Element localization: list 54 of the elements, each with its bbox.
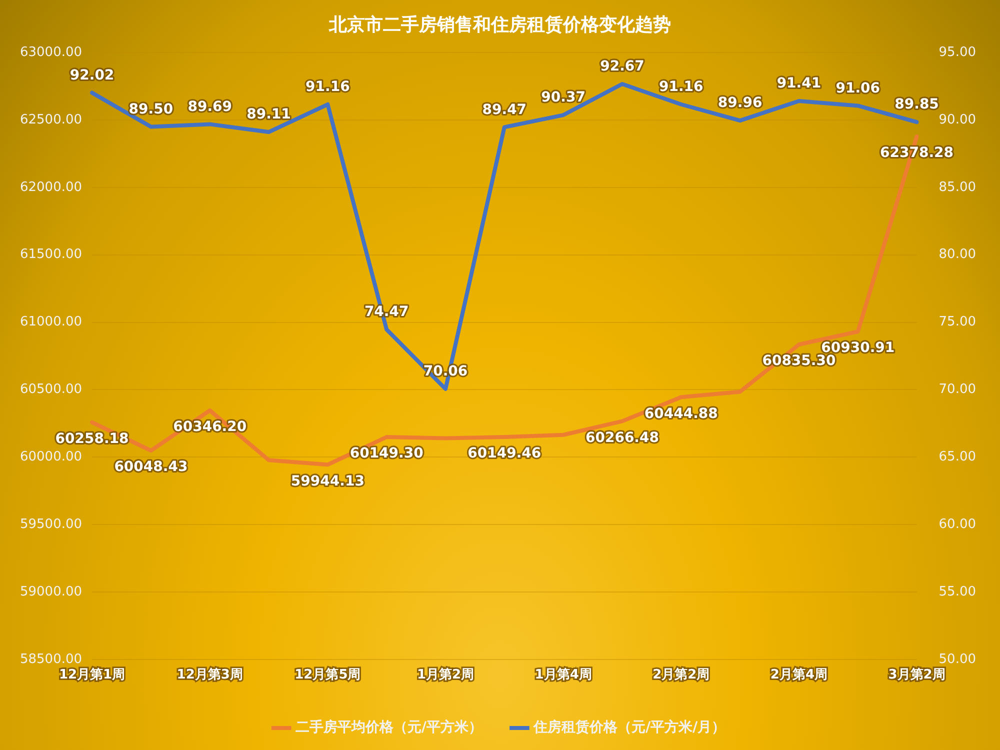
x-tick-label: 3月第2周 [888, 668, 946, 683]
data-label: 90.37 [541, 90, 586, 106]
data-label: 60835.30 [762, 353, 836, 370]
data-label: 60048.43 [114, 459, 188, 476]
data-label: 92.67 [600, 58, 644, 75]
x-tick-label: 1月第4周 [534, 668, 592, 683]
data-label: 89.47 [482, 102, 527, 118]
y2-tick-label: 70.00 [938, 382, 976, 398]
y2-tick-label: 75.00 [938, 314, 976, 330]
y2-tick-label: 80.00 [938, 247, 976, 262]
data-label: 91.16 [658, 79, 704, 96]
y2-tick-label: 95.00 [938, 44, 976, 60]
y2-tick-label: 65.00 [938, 450, 976, 465]
x-tick-label: 12月第1周 [58, 668, 126, 683]
x-tick-label: 2月第2周 [652, 668, 710, 683]
data-label: 91.41 [776, 76, 822, 92]
data-label: 60444.88 [644, 406, 718, 422]
data-label: 60149.30 [350, 446, 424, 462]
chart-title: 北京市二手房销售和住房租赁价格变化趋势 [328, 14, 671, 36]
y-tick-label: 62000.00 [20, 180, 82, 195]
data-label: 91.06 [836, 80, 880, 96]
data-label: 89.85 [894, 96, 939, 113]
data-label: 91.16 [306, 79, 350, 96]
y-tick-label: 63000.00 [20, 44, 82, 60]
x-tick-label: 1月第2周 [416, 668, 474, 683]
y-tick-label: 60000.00 [20, 450, 82, 465]
y-tick-label: 60500.00 [20, 382, 82, 398]
y-tick-label: 59500.00 [20, 516, 82, 532]
data-label: 59944.13 [290, 473, 364, 490]
data-label: 89.50 [128, 101, 174, 118]
legend-label: 二手房平均价格（元/平方米） [295, 718, 482, 736]
x-tick-label: 12月第5周 [294, 668, 361, 683]
y-tick-label: 62500.00 [20, 112, 82, 128]
data-label: 62378.28 [880, 145, 954, 162]
y2-tick-label: 60.00 [938, 516, 976, 532]
data-label: 60258.18 [55, 430, 129, 447]
data-label: 60266.48 [585, 430, 659, 446]
y-tick-label: 61500.00 [20, 247, 82, 262]
data-label: 89.96 [718, 95, 762, 112]
x-tick-label: 12月第3周 [176, 668, 243, 683]
y2-tick-label: 90.00 [938, 112, 976, 128]
legend-label: 住房租赁价格（元/平方米/月） [532, 718, 726, 736]
x-tick-label: 2月第4周 [770, 668, 828, 683]
data-label: 89.11 [246, 106, 291, 123]
y2-tick-label: 55.00 [938, 584, 976, 600]
data-label: 60149.46 [468, 446, 542, 462]
y-tick-label: 59000.00 [20, 584, 82, 600]
data-label: 92.02 [70, 67, 114, 84]
data-label: 60346.20 [173, 419, 247, 436]
y-tick-label: 58500.00 [20, 652, 82, 667]
y-tick-label: 61000.00 [20, 314, 82, 330]
y2-tick-label: 50.00 [938, 652, 976, 667]
y2-tick-label: 85.00 [938, 180, 976, 195]
data-label: 89.69 [188, 98, 232, 115]
